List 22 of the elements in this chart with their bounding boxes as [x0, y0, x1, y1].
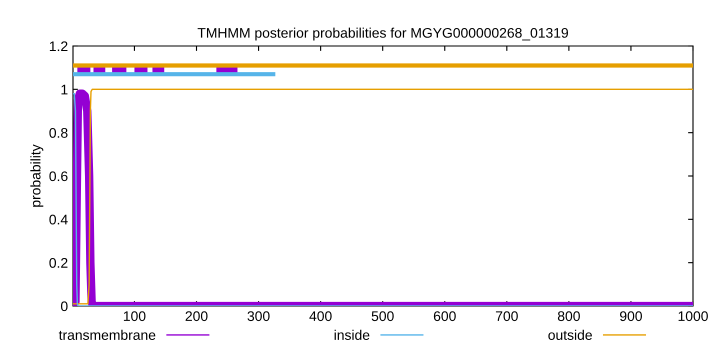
y-tick-label: 0.8	[49, 128, 68, 138]
y-axis-title: probability	[30, 144, 44, 207]
y-tick-label: 0.6	[49, 171, 68, 182]
y-tick-label: 0	[60, 301, 68, 312]
x-tick-label: 700	[496, 311, 518, 322]
y-tick-label: 1.2	[50, 41, 68, 52]
legend-label: outside	[548, 330, 592, 340]
x-tick-label: 300	[248, 311, 270, 322]
x-tick-label: 900	[620, 311, 642, 322]
x-tick-label: 500	[372, 311, 394, 322]
x-tick-label: 600	[434, 311, 456, 322]
x-tick-label: 100	[124, 311, 146, 322]
y-tick-label: 0.4	[49, 214, 68, 225]
legend-label: transmembrane	[58, 330, 156, 340]
x-tick-label: 400	[309, 311, 332, 322]
x-tick-label: 1000	[678, 311, 708, 322]
legend-label: inside	[334, 330, 370, 340]
y-tick-label: 1	[61, 84, 68, 94]
chart-title: TMHMM posterior probabilities for MGYG000000268_01319	[198, 28, 568, 41]
x-tick-label: 800	[558, 311, 580, 322]
y-tick-label: 0.2	[49, 258, 68, 268]
x-tick-label: 200	[186, 311, 208, 322]
